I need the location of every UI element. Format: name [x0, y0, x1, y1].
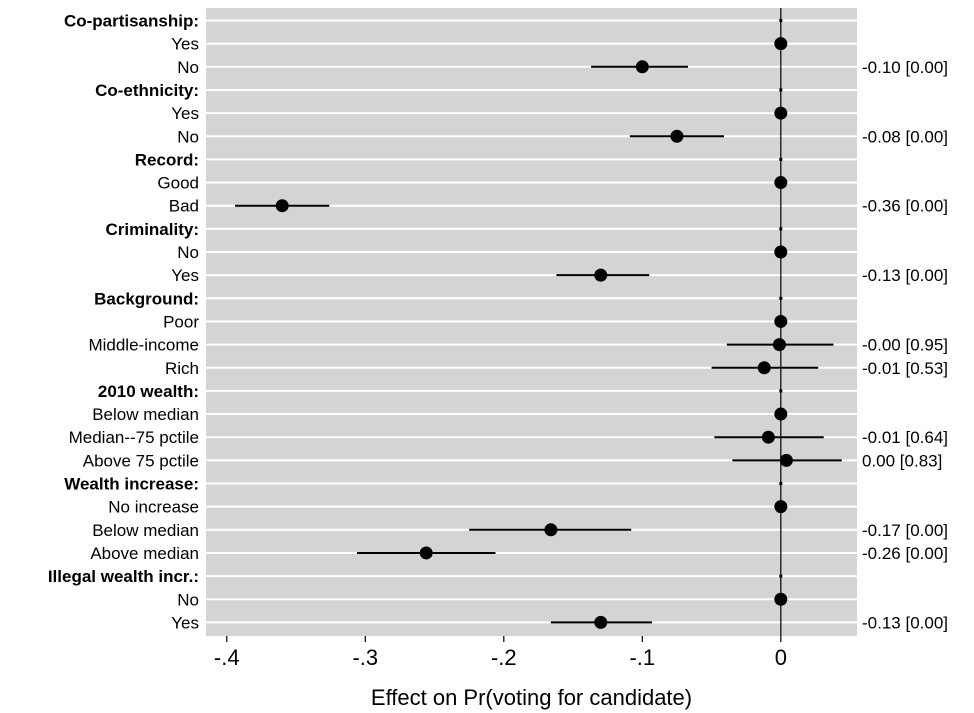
estimate-annotation: -0.13 [0.00] — [862, 613, 948, 632]
point-estimates — [275, 19, 793, 629]
point-estimate — [419, 546, 433, 560]
point-estimate — [761, 430, 775, 444]
estimate-annotations: -0.10 [0.00] -0.08 [0.00] -0.36 [0.00] -0.1… — [862, 58, 948, 633]
header-marker — [779, 19, 783, 22]
group-header-label: Co-partisanship: — [64, 12, 199, 31]
x-tick-label: -.3 — [352, 645, 378, 670]
x-axis-title: Effect on Pr(voting for candidate) — [371, 685, 692, 710]
point-estimate — [594, 615, 608, 629]
row-label: No — [177, 590, 199, 609]
estimate-annotation: -0.01 [0.64] — [862, 428, 948, 447]
row-label: Yes — [171, 266, 199, 285]
point-estimate — [275, 199, 289, 213]
point-estimate — [544, 523, 558, 537]
row-label: Below median — [92, 405, 199, 424]
point-estimate — [774, 592, 788, 606]
group-header-label: Wealth increase: — [64, 475, 199, 494]
point-estimate — [774, 407, 788, 421]
point-estimate — [774, 106, 788, 120]
header-marker — [779, 574, 783, 578]
point-estimate — [779, 453, 793, 467]
estimate-annotation: -0.01 [0.53] — [862, 359, 948, 378]
row-label: Yes — [171, 613, 199, 632]
estimate-annotation: -0.36 [0.00] — [862, 197, 948, 216]
row-label: No — [177, 58, 199, 77]
header-marker — [779, 88, 783, 92]
header-marker — [779, 482, 783, 485]
row-label: Yes — [171, 35, 199, 54]
header-marker — [779, 296, 783, 300]
estimate-annotation: -0.26 [0.00] — [862, 544, 948, 563]
header-marker — [779, 157, 783, 161]
header-marker — [779, 227, 783, 231]
row-label: No increase — [108, 498, 199, 517]
row-label: Rich — [165, 359, 199, 378]
row-label: Above median — [90, 544, 199, 563]
point-estimate — [594, 268, 608, 282]
group-header-label: Co-ethnicity: — [95, 81, 199, 100]
x-tick-label: -.1 — [629, 645, 655, 670]
group-header-label: 2010 wealth: — [98, 382, 199, 401]
row-label: Yes — [171, 104, 199, 123]
row-label: Bad — [169, 197, 199, 216]
row-label: Middle-income — [88, 336, 199, 355]
x-axis: -.4 -.3 -.2 -.1 0 — [214, 636, 787, 670]
row-label: Good — [157, 174, 199, 193]
estimate-annotation: -0.08 [0.00] — [862, 127, 948, 146]
x-tick-label: 0 — [775, 645, 787, 670]
point-estimate — [774, 245, 788, 259]
group-header-label: Criminality: — [105, 220, 199, 239]
estimate-annotation: -0.00 [0.95] — [862, 336, 948, 355]
estimate-annotation: 0.00 [0.83] — [862, 451, 942, 470]
point-estimate — [774, 500, 788, 514]
x-tick-label: -.2 — [491, 645, 517, 670]
point-estimate — [772, 338, 786, 352]
point-estimate — [774, 314, 788, 328]
header-marker — [779, 389, 783, 393]
row-label: Poor — [163, 312, 199, 331]
row-label: Below median — [92, 521, 199, 540]
estimate-annotation: -0.17 [0.00] — [862, 521, 948, 540]
group-header-label: Record: — [135, 150, 199, 169]
group-header-label: Background: — [94, 289, 199, 308]
row-label: No — [177, 243, 199, 262]
point-estimate — [757, 361, 771, 375]
estimate-annotation: -0.10 [0.00] — [862, 58, 948, 77]
point-estimate — [635, 60, 649, 74]
row-label: Median--75 pctile — [69, 428, 199, 447]
row-label: Above 75 pctile — [83, 451, 199, 470]
point-estimate — [670, 129, 684, 143]
group-header-label: Illegal wealth incr.: — [48, 567, 199, 586]
point-estimate — [774, 37, 788, 51]
x-tick-label: -.4 — [214, 645, 240, 670]
row-labels: Co-partisanship: Yes No Co-ethnicity: Yes No R… — [48, 12, 199, 633]
point-estimate — [774, 176, 788, 190]
estimate-annotation: -0.13 [0.00] — [862, 266, 948, 285]
row-label: No — [177, 127, 199, 146]
